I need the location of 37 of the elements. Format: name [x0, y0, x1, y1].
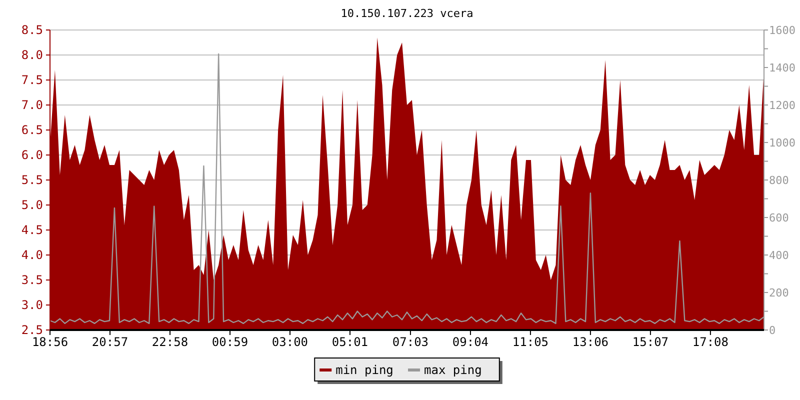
chart-title: 10.150.107.223 vcera	[340, 7, 474, 20]
x-tick-label: 18:56	[32, 335, 68, 349]
x-tick-label: 20:57	[92, 335, 128, 349]
y-tick-label: 4.5	[21, 223, 43, 238]
y2-tick-label: 0	[769, 324, 776, 337]
x-tick-label: 00:59	[212, 335, 248, 349]
y2-tick-label: 800	[769, 174, 789, 187]
y2-tick-label: 1400	[769, 61, 796, 74]
y-tick-label: 3.5	[21, 273, 43, 288]
y-tick-label: 7.0	[21, 98, 43, 112]
x-tick-label: 03:00	[272, 335, 308, 349]
x-tick-label: 15:07	[632, 335, 669, 349]
y2-tick-label: 1600	[769, 24, 796, 37]
y-tick-label: 3.0	[21, 298, 43, 312]
y-tick-label: 8.5	[21, 23, 43, 38]
y-tick-label: 6.0	[21, 148, 43, 162]
y-tick-label: 5.5	[21, 173, 43, 188]
y2-tick-label: 200	[769, 286, 789, 300]
x-tick-label: 05:01	[332, 335, 368, 349]
y-tick-label: 7.5	[21, 73, 43, 88]
y-tick-label: 5.0	[21, 198, 43, 212]
x-tick-label: 13:06	[572, 335, 609, 349]
y-tick-label: 4.0	[21, 248, 43, 262]
x-tick-label: 11:05	[512, 335, 549, 349]
x-tick-label: 17:08	[692, 335, 729, 349]
y-tick-label: 2.5	[21, 323, 43, 338]
x-tick-label: 22:58	[152, 335, 188, 349]
y2-tick-label: 1200	[769, 98, 796, 112]
y2-tick-label: 600	[769, 211, 789, 224]
x-tick-label: 09:04	[452, 335, 489, 349]
y2-tick-label: 400	[769, 248, 789, 262]
y2-tick-label: 1000	[769, 136, 796, 150]
legend-label: max ping	[424, 363, 482, 378]
y-tick-label: 8.0	[21, 48, 43, 62]
legend-label: min ping	[336, 363, 394, 378]
y-tick-label: 6.5	[21, 123, 43, 138]
x-tick-label: 07:03	[392, 335, 429, 349]
